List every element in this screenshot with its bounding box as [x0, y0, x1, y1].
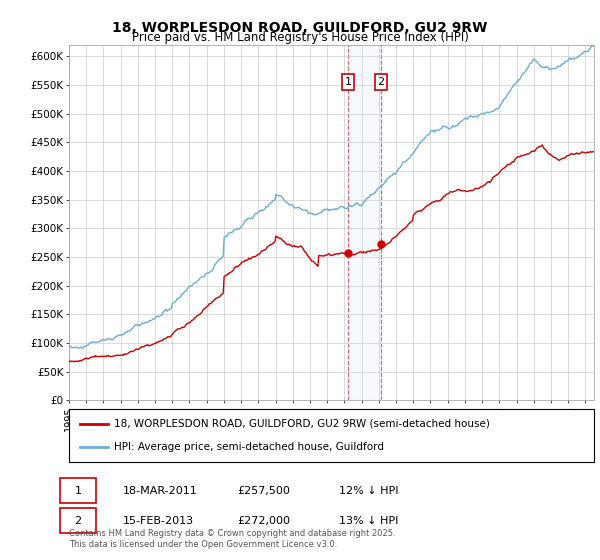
Text: 1: 1 [344, 77, 352, 87]
Text: 18, WORPLESDON ROAD, GUILDFORD, GU2 9RW: 18, WORPLESDON ROAD, GUILDFORD, GU2 9RW [112, 21, 488, 35]
Text: 2: 2 [377, 77, 385, 87]
Text: 15-FEB-2013: 15-FEB-2013 [123, 516, 194, 526]
Text: £257,500: £257,500 [237, 486, 290, 496]
Text: 18-MAR-2011: 18-MAR-2011 [123, 486, 198, 496]
Text: £272,000: £272,000 [237, 516, 290, 526]
Text: 13% ↓ HPI: 13% ↓ HPI [339, 516, 398, 526]
Bar [348, 45, 381, 400]
Text: Price paid vs. HM Land Registry's House Price Index (HPI): Price paid vs. HM Land Registry's House … [131, 31, 469, 44]
Text: 12% ↓ HPI: 12% ↓ HPI [339, 486, 398, 496]
Text: 1: 1 [74, 486, 82, 496]
Text: Contains HM Land Registry data © Crown copyright and database right 2025.
This d: Contains HM Land Registry data © Crown c… [69, 529, 395, 549]
Text: 2: 2 [74, 516, 82, 526]
Text: 18, WORPLESDON ROAD, GUILDFORD, GU2 9RW (semi-detached house): 18, WORPLESDON ROAD, GUILDFORD, GU2 9RW … [113, 419, 490, 429]
Text: HPI: Average price, semi-detached house, Guildford: HPI: Average price, semi-detached house,… [113, 442, 383, 452]
